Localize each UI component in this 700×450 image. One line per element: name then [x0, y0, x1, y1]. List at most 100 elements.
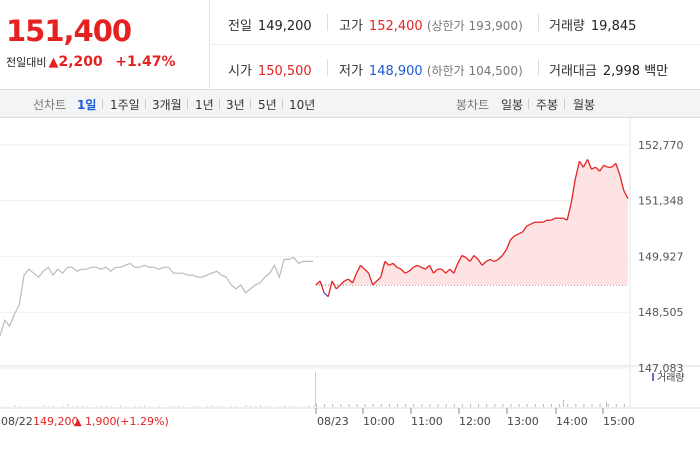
- x-tick-label: 15:00: [603, 415, 635, 428]
- volume-bar: [158, 406, 160, 407]
- today-series-segment: [323, 292, 329, 298]
- today-series-segment: [550, 217, 556, 221]
- tab-weekly-candle[interactable]: 주봉: [536, 98, 559, 112]
- volume-bar: [421, 404, 423, 407]
- today-series-segment: [424, 264, 430, 270]
- divider: [327, 59, 328, 76]
- volume-bar: [364, 404, 366, 407]
- tab-divider: [528, 99, 529, 109]
- tab-3m[interactable]: 3개월: [152, 98, 182, 112]
- volume-bar: [236, 406, 237, 407]
- tab-3y[interactable]: 3년: [226, 98, 245, 112]
- volume-bar: [149, 406, 151, 407]
- today-series-segment: [319, 280, 325, 294]
- tab-divider: [102, 99, 103, 109]
- lower-limit: (하한가 104,500): [426, 64, 523, 78]
- tab-10y[interactable]: 10년: [289, 98, 316, 112]
- volume-legend-label: 거래량: [657, 372, 685, 384]
- change-amount: 2,200: [58, 54, 103, 70]
- volume-bar: [308, 405, 310, 407]
- volume-bar: [599, 404, 601, 407]
- tab-divider: [282, 99, 283, 109]
- tab-1y[interactable]: 1년: [195, 98, 214, 112]
- volume-bar: [502, 404, 504, 407]
- volume-bar: [453, 404, 455, 407]
- volume-bar: [19, 406, 21, 407]
- volume-bar: [279, 406, 281, 407]
- today-series-segment: [505, 239, 512, 250]
- today-series-segment: [392, 262, 398, 268]
- up-triangle-icon: ▲: [48, 55, 59, 70]
- volume-bar: [211, 405, 213, 407]
- volume-legend-swatch: [652, 373, 654, 381]
- change-percent: +1.47%: [115, 54, 176, 70]
- volume-bar: [563, 400, 564, 407]
- tab-monthly-candle[interactable]: 월봉: [573, 98, 596, 112]
- volume-bar: [551, 404, 552, 407]
- volume-bar: [445, 404, 447, 407]
- x-tick-label: 13:00: [507, 415, 539, 428]
- volume-bar: [293, 406, 295, 407]
- quote-header: 151,400 전일대비 ▲2,200 +1.47% 전일 149,200 고가 15…: [0, 0, 700, 90]
- x-tick-label: 10:00: [363, 415, 395, 428]
- today-series-segment: [526, 223, 532, 227]
- today-series-segment: [595, 166, 601, 172]
- today-series-segment: [465, 257, 471, 262]
- volume-value: 19,845: [590, 19, 637, 34]
- volume-bar: [567, 404, 569, 407]
- volume-bar: [284, 405, 286, 407]
- tab-divider: [145, 99, 146, 109]
- today-series-segment: [473, 255, 479, 260]
- today-series-segment: [453, 263, 459, 274]
- volume-bar: [413, 404, 415, 407]
- today-series-segment: [421, 266, 426, 270]
- quote-stats: 전일 149,200 고가 152,400 (상한가 193,900) 거래량 19,…: [211, 0, 700, 90]
- current-price: 151,400: [6, 14, 132, 48]
- volume-bar: [250, 406, 252, 407]
- volume-bar: [120, 405, 122, 407]
- today-series-segment: [457, 255, 463, 264]
- volume-bar: [33, 406, 35, 407]
- open-cell: 시가 150,500: [228, 60, 312, 79]
- today-series-segment: [514, 233, 519, 237]
- volume-bar: [526, 404, 528, 407]
- today-series-segment: [384, 260, 390, 266]
- tab-1d[interactable]: 1일: [77, 98, 97, 112]
- tab-1w[interactable]: 1주일: [110, 98, 140, 112]
- volume-bar: [207, 406, 209, 407]
- volume-bar: [4, 406, 6, 407]
- high-value: 152,400: [368, 19, 423, 34]
- today-series-segment: [599, 164, 605, 172]
- volume-bar: [62, 406, 64, 407]
- today-series-segment: [331, 280, 337, 290]
- today-series-segment: [586, 159, 593, 170]
- volume-bar: [101, 405, 103, 407]
- tab-daily-candle[interactable]: 일봉: [501, 98, 524, 112]
- today-series-segment: [364, 268, 370, 274]
- amount-cell: 거래대금 2,998 백만: [549, 60, 668, 79]
- volume-bar: [192, 406, 194, 407]
- price-change: 전일대비 ▲2,200 +1.47%: [6, 54, 176, 70]
- y-axis: 152,770 151,348 149,927 148,505 147,083: [638, 139, 684, 375]
- chart-plot: [0, 159, 629, 337]
- volume-bar: [534, 404, 536, 407]
- today-series-segment: [530, 221, 536, 225]
- today-series-segment: [522, 225, 528, 233]
- volume-bar: [173, 406, 175, 407]
- today-series-segment: [339, 280, 345, 286]
- today-series-segment: [518, 231, 523, 235]
- volume-bar: [478, 404, 480, 407]
- prev-day-change-label: 1,900: [85, 415, 117, 428]
- volume-label: 거래량: [549, 19, 585, 34]
- today-series-segment: [360, 264, 366, 270]
- today-series-segment: [501, 249, 507, 256]
- today-series-segment: [578, 160, 584, 168]
- amount-label: 거래대금: [549, 64, 597, 79]
- volume-bar: [264, 406, 266, 407]
- today-series-segment: [372, 280, 378, 286]
- volume-bar: [53, 406, 54, 407]
- open-value: 150,500: [257, 64, 312, 79]
- today-series-segment: [417, 264, 422, 268]
- tab-5y[interactable]: 5년: [258, 98, 277, 112]
- chart-grid: [0, 118, 700, 409]
